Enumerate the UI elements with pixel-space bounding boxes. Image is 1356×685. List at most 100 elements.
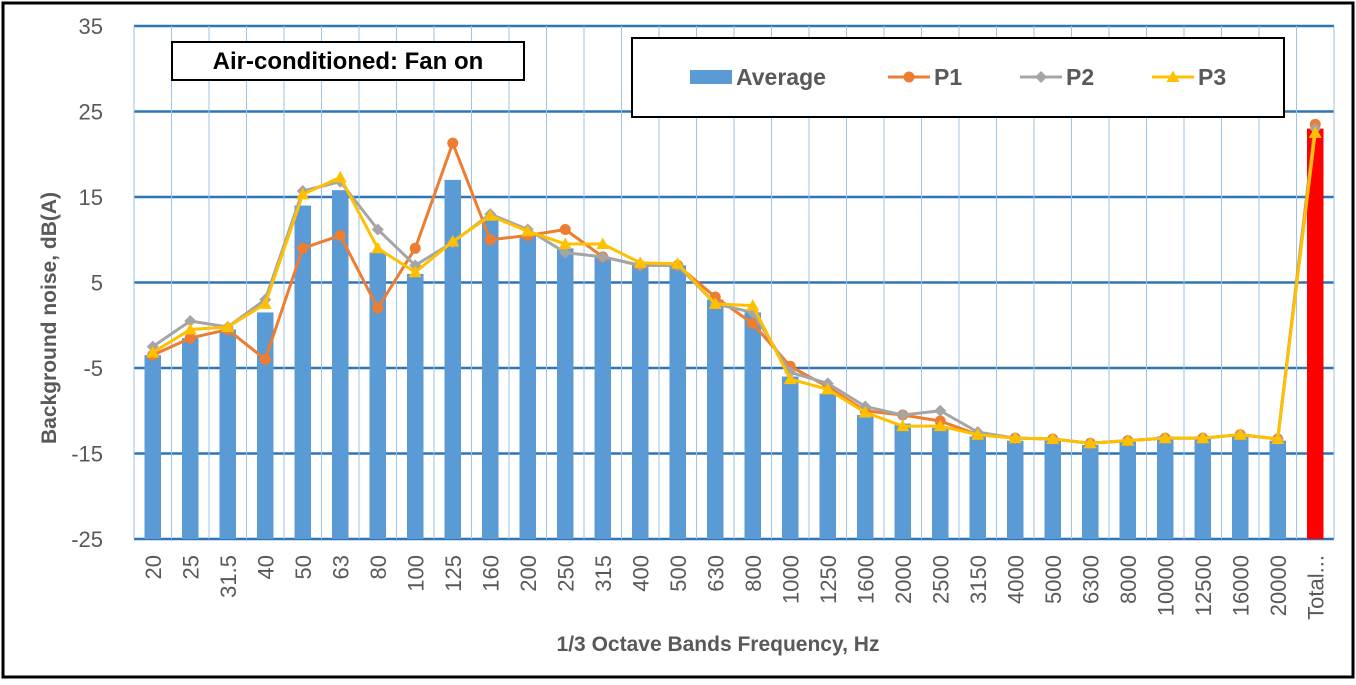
point — [484, 234, 496, 246]
x-tick-label: 160 — [478, 555, 503, 592]
x-tick-label: 31.5 — [216, 555, 241, 598]
bar — [857, 415, 874, 539]
point — [146, 346, 160, 358]
point — [333, 170, 347, 183]
point — [821, 382, 835, 395]
legend-label: Average — [736, 64, 826, 90]
point — [559, 223, 571, 235]
point — [1035, 71, 1047, 83]
x-tick-label: 6300 — [1078, 555, 1103, 604]
x-tick-label: 2500 — [928, 555, 953, 604]
point — [221, 320, 235, 332]
bar — [1269, 440, 1286, 539]
bar — [182, 338, 199, 539]
point — [1308, 126, 1322, 138]
bar — [1119, 440, 1136, 539]
bar — [1194, 436, 1211, 539]
bar — [969, 436, 986, 539]
legend: Average P1 P2 P3 — [631, 37, 1285, 118]
bar — [332, 190, 349, 539]
y-tick-label: -15 — [71, 442, 103, 467]
bar — [894, 423, 911, 539]
x-tick-label: 8000 — [1116, 555, 1141, 604]
bar — [557, 248, 574, 540]
point — [183, 323, 197, 335]
lines — [146, 118, 1322, 450]
point — [783, 372, 797, 385]
x-tick-label: 630 — [703, 555, 728, 592]
point — [1008, 431, 1022, 444]
point — [408, 265, 422, 278]
bar — [1007, 440, 1024, 539]
x-tick-label: 400 — [628, 555, 653, 592]
x-tick-label: 800 — [741, 555, 766, 592]
point — [559, 246, 572, 259]
y-tick-label: 5 — [91, 271, 103, 296]
x-tick-label: 500 — [666, 555, 691, 592]
x-tick-label: 1250 — [816, 555, 841, 604]
x-tick-label: 5000 — [1041, 555, 1066, 604]
y-tick-label: -25 — [71, 527, 103, 552]
x-tick-label: 12500 — [1191, 555, 1216, 616]
point — [483, 209, 497, 221]
bar — [1232, 436, 1249, 539]
point — [372, 302, 384, 314]
point — [971, 428, 985, 440]
bar — [782, 376, 799, 539]
bar — [219, 329, 236, 539]
bar — [257, 312, 274, 539]
x-tick-label: 315 — [591, 555, 616, 592]
point — [1166, 70, 1180, 82]
point — [896, 419, 910, 432]
point — [633, 256, 647, 268]
x-axis-label: 1/3 Octave Bands Frequency, Hz — [557, 633, 880, 656]
point — [903, 71, 915, 83]
point — [671, 257, 685, 269]
y-axis-label: Background noise, dB(A) — [38, 192, 61, 444]
point — [1158, 431, 1172, 444]
point — [596, 250, 609, 263]
x-tick-label: 250 — [553, 555, 578, 592]
point — [184, 314, 197, 327]
point — [296, 187, 310, 200]
bar — [669, 265, 686, 539]
point — [708, 297, 722, 309]
bar — [1307, 128, 1324, 539]
point — [1271, 432, 1285, 444]
point — [334, 229, 346, 241]
x-tick-label: 100 — [403, 555, 428, 592]
bar — [594, 256, 611, 539]
bar — [482, 218, 499, 539]
point — [1233, 428, 1247, 440]
x-tick-label: 4000 — [1003, 555, 1028, 604]
bar — [1044, 440, 1061, 539]
x-tick-label: 10000 — [1153, 555, 1178, 616]
x-tick-label: 63 — [328, 555, 353, 579]
legend-swatch — [690, 70, 732, 84]
x-tick-label: 16000 — [1228, 555, 1253, 616]
x-tick-label: 1000 — [778, 555, 803, 604]
bar — [144, 355, 161, 539]
bar — [632, 265, 649, 539]
point — [521, 224, 535, 237]
x-tick-label: 20 — [141, 555, 166, 579]
bar — [444, 179, 461, 539]
x-tick-label: 25 — [178, 555, 203, 579]
x-tick-label: 20000 — [1266, 555, 1291, 616]
legend-label: P3 — [1198, 64, 1226, 90]
point — [747, 318, 759, 330]
point — [1083, 436, 1097, 449]
bar — [707, 299, 724, 539]
bar — [519, 235, 536, 539]
annotation-box: Air-conditioned: Fan on — [171, 41, 525, 81]
point — [934, 404, 947, 417]
point — [558, 237, 572, 250]
point — [259, 353, 271, 365]
bar — [407, 273, 424, 539]
x-tick-label: 2000 — [891, 555, 916, 604]
bar — [932, 427, 949, 539]
point — [933, 419, 947, 432]
point — [184, 332, 196, 344]
